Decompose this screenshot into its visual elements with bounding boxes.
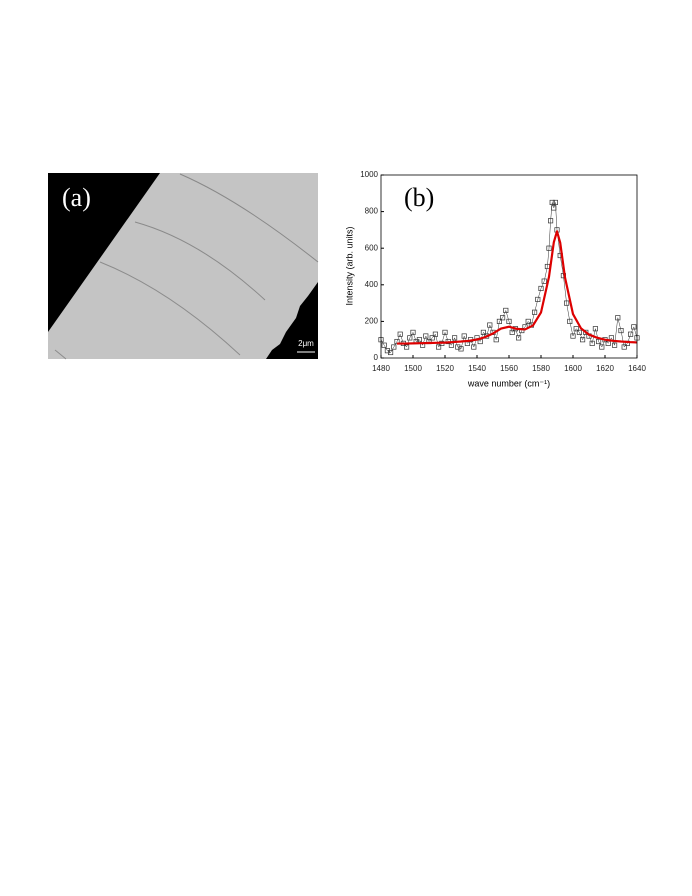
data-point xyxy=(471,344,477,350)
y-tick-label: 0 xyxy=(374,353,379,362)
data-point xyxy=(461,333,467,339)
data-point xyxy=(388,349,394,356)
scale-bar-label: 2μm xyxy=(298,339,314,348)
y-tick-label: 1000 xyxy=(360,170,378,179)
data-point xyxy=(493,337,499,343)
data-point xyxy=(404,344,410,350)
data-point xyxy=(548,218,554,224)
data-point xyxy=(576,329,582,335)
data-point xyxy=(532,309,538,315)
data-point xyxy=(583,329,589,335)
data-point xyxy=(487,322,493,328)
data-point xyxy=(455,344,461,350)
panel-b: (b) wave number (cm⁻¹) Intensity (arb. u… xyxy=(344,170,646,388)
x-tick-label: 1540 xyxy=(468,364,486,373)
data-point xyxy=(631,324,637,330)
panel-a: (a) 2μm xyxy=(48,173,319,360)
x-tick-label: 1620 xyxy=(596,364,614,373)
data-point xyxy=(596,338,602,345)
data-point xyxy=(535,296,541,302)
x-tick-label: 1520 xyxy=(436,364,454,373)
data-point xyxy=(615,315,621,321)
data-point xyxy=(506,318,512,324)
data-point xyxy=(509,329,515,335)
x-tick-label: 1560 xyxy=(500,364,518,373)
dark-region xyxy=(266,282,318,359)
data-trace xyxy=(380,202,638,353)
data-point xyxy=(516,335,522,341)
data-point xyxy=(618,328,624,334)
data-point xyxy=(564,300,570,306)
data-point xyxy=(541,278,547,284)
data-point xyxy=(599,344,605,350)
data-point xyxy=(538,285,544,292)
x-tick-label: 1480 xyxy=(372,364,390,373)
fold-line xyxy=(179,173,319,263)
data-point xyxy=(410,329,416,335)
data-point xyxy=(496,318,502,324)
data-point xyxy=(458,346,464,352)
data-point xyxy=(570,333,576,339)
data-point xyxy=(592,326,598,332)
y-tick-label: 400 xyxy=(365,280,379,289)
x-tick-label: 1600 xyxy=(564,364,582,373)
fit-curve xyxy=(397,230,638,345)
data-point xyxy=(546,245,552,251)
data-point xyxy=(573,326,579,332)
data-point xyxy=(442,329,448,335)
data-point xyxy=(621,344,627,350)
data-point xyxy=(503,307,509,313)
data-point xyxy=(423,333,429,339)
y-axis-label: Intensity (arb. units) xyxy=(344,226,354,305)
panel-label: (b) xyxy=(404,183,434,212)
data-point xyxy=(429,335,435,341)
data-point xyxy=(452,335,458,341)
data-point xyxy=(580,337,586,343)
data-point xyxy=(628,331,634,337)
dark-region xyxy=(48,173,160,332)
y-tick-label: 600 xyxy=(365,243,379,252)
data-point xyxy=(525,318,531,324)
data-point xyxy=(432,331,438,337)
data-point xyxy=(552,199,558,206)
data-point xyxy=(381,342,387,348)
x-tick-label: 1500 xyxy=(404,364,422,373)
data-point xyxy=(416,337,422,343)
y-tick-label: 800 xyxy=(365,207,379,216)
fold-line xyxy=(54,349,67,360)
data-point xyxy=(480,329,486,335)
data-point xyxy=(500,315,506,321)
data-point xyxy=(589,340,595,346)
data-point xyxy=(567,318,573,324)
data-point xyxy=(397,331,403,337)
fold-line xyxy=(99,261,241,356)
x-tick-label: 1640 xyxy=(628,364,646,373)
data-point xyxy=(549,199,555,206)
data-point xyxy=(407,335,413,341)
fold-line xyxy=(134,221,266,301)
data-point xyxy=(612,342,618,348)
x-tick-label: 1580 xyxy=(532,364,550,373)
data-point xyxy=(384,348,390,354)
data-point xyxy=(391,344,397,350)
data-point xyxy=(551,205,557,211)
data-point xyxy=(436,344,442,350)
y-tick-label: 200 xyxy=(365,317,379,326)
x-axis-label: wave number (cm⁻¹) xyxy=(467,378,550,388)
panel-label: (a) xyxy=(62,183,91,212)
plot-frame xyxy=(380,174,638,359)
